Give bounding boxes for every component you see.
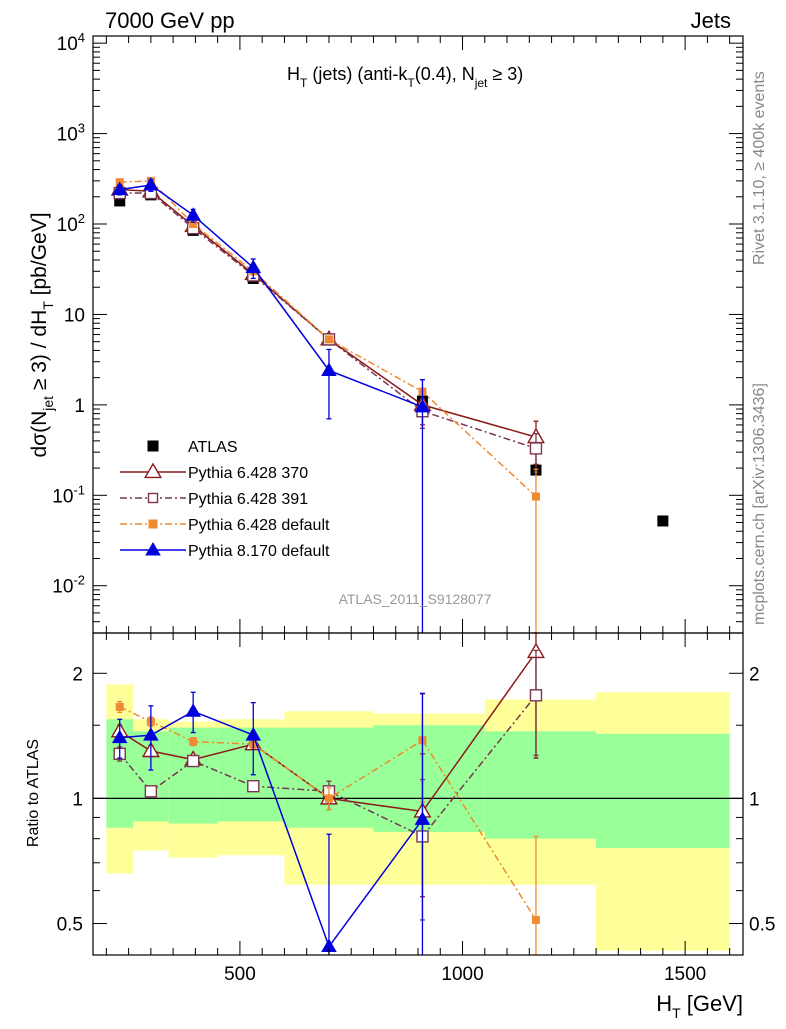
legend-label: Pythia 6.428 default: [188, 517, 330, 534]
legend-marker: [148, 519, 158, 529]
series-line: [119, 188, 537, 438]
x-tick-label: 1500: [664, 964, 706, 985]
data-point: [414, 811, 431, 825]
series-line: [119, 184, 423, 408]
data-point: [247, 779, 260, 793]
series-pythia-6-428-370: [110, 180, 545, 465]
data-point: [531, 492, 540, 501]
data-point: [185, 207, 201, 221]
y-tick-label: 1: [74, 396, 85, 417]
data-point: [531, 915, 540, 924]
series-pythia-6-428-default: [115, 176, 540, 633]
legend-label: ATLAS: [188, 439, 238, 456]
data-point: [324, 794, 333, 803]
y-tick-label-right: 2: [749, 664, 760, 685]
data-point: [111, 729, 128, 744]
rivet-label: Rivet 3.1.10, ≥ 400k events: [751, 71, 768, 265]
legend-label: Pythia 6.428 370: [188, 465, 308, 482]
data-point: [529, 442, 543, 455]
series-pythia-8-170-default: [111, 691, 431, 955]
legend-item-atlas: ATLAS: [147, 439, 238, 456]
uncertainty-band-inner: [484, 731, 597, 839]
y-tick-label-right: 0.5: [749, 915, 775, 936]
series-line: [119, 192, 537, 450]
uncertainty-band-inner: [596, 733, 730, 848]
series-pythia-6-428-391: [113, 186, 543, 473]
x-axis-label: HT [GeV]: [656, 991, 743, 1021]
legend: ATLAS Pythia 6.428 370 Pythia 6.428 391 Pyt…: [120, 439, 330, 560]
data-point: [185, 703, 201, 717]
main-plot-title: HT (jets) (anti-kT(0.4), Njet ≥ 3): [287, 64, 523, 90]
data-point: [321, 362, 337, 376]
y-tick-label: 1: [72, 789, 83, 810]
legend-item-pythia-8-170-default: Pythia 8.170 default: [120, 541, 330, 560]
data-point: [111, 181, 128, 196]
data-point: [144, 785, 158, 798]
data-point: [529, 689, 543, 702]
y-tick-label: 0.5: [57, 915, 83, 936]
data-point: [245, 727, 262, 741]
data-point: [186, 754, 200, 768]
ratio-y-axis-label: Ratio to ATLAS: [25, 739, 42, 847]
legend-marker: [143, 462, 163, 479]
data-point: [115, 702, 124, 711]
ratio-panel: 0.5 0.5 1 1 2 2 500 1000 1500 Ratio to ATLAS HT …: [25, 632, 775, 1021]
y-tick-label: 103: [57, 121, 85, 146]
data-point: [324, 335, 333, 344]
y-tick-label: 10-2: [52, 573, 85, 598]
data-point: [143, 176, 159, 191]
y-tick-label: 10-1: [52, 482, 85, 507]
data-point: [189, 737, 198, 746]
legend-marker: [147, 492, 159, 504]
mcplots-label: mcplots.cern.ch [arXiv:1306.3436]: [751, 383, 768, 625]
legend-marker: [147, 440, 159, 452]
x-tick-label: 500: [224, 964, 256, 985]
data-point: [245, 259, 262, 274]
data-point: [114, 195, 126, 207]
y-tick-label-right: 1: [749, 789, 760, 810]
y-tick-label: 2: [72, 664, 83, 685]
header-left: 7000 GeV pp: [105, 8, 235, 33]
analysis-label: ATLAS_2011_S9128077: [339, 591, 492, 607]
main-panel: HT (jets) (anti-kT(0.4), Njet ≥ 3) 10-2 1…: [28, 30, 744, 634]
header-right: Jets: [691, 8, 731, 33]
legend-label: Pythia 8.170 default: [188, 543, 330, 560]
y-tick-label: 104: [57, 30, 85, 55]
legend-marker: [145, 541, 161, 556]
legend-item-pythia-6-428-default: Pythia 6.428 default: [120, 517, 330, 534]
series-pythia-8-170-default: [111, 176, 431, 633]
x-tick-label: 1000: [441, 964, 483, 985]
series-line: [119, 710, 424, 949]
legend-item-pythia-6-428-391: Pythia 6.428 391: [120, 491, 308, 508]
data-point: [321, 938, 337, 953]
data-point: [189, 220, 198, 229]
legend-label: Pythia 6.428 391: [188, 491, 308, 508]
y-tick-label: 102: [57, 211, 85, 236]
y-tick-label: 10: [64, 305, 85, 326]
main-y-axis-label: dσ(Njet ≥ 3) / dHT [pb/GeV]: [28, 212, 56, 457]
legend-item-pythia-6-428-370: Pythia 6.428 370: [120, 462, 308, 482]
data-point: [657, 515, 669, 527]
uncertainty-band-inner: [284, 727, 374, 828]
data-point: [143, 727, 159, 741]
data-point: [414, 398, 431, 413]
